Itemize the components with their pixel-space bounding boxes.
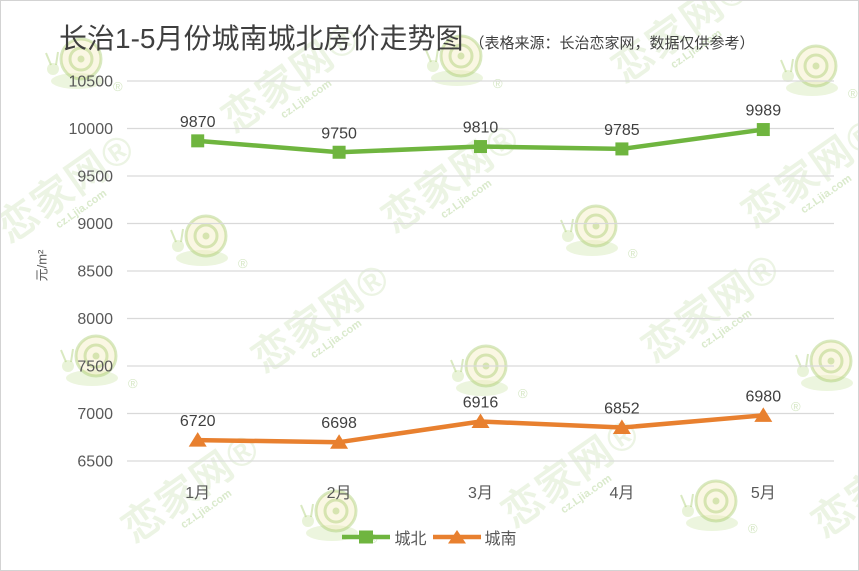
- y-tick-label: 10000: [69, 121, 114, 138]
- data-point-marker: [612, 419, 631, 435]
- data-label: 6852: [604, 401, 640, 418]
- x-tick-label: 2月: [327, 485, 352, 502]
- y-axis-title: 元/m²: [34, 249, 50, 282]
- data-label: 6720: [180, 413, 216, 430]
- data-label: 9989: [746, 103, 782, 120]
- data-label: 6980: [746, 388, 782, 405]
- data-label: 6916: [463, 394, 499, 411]
- y-tick-label: 9500: [77, 169, 113, 186]
- x-tick-label: 3月: [468, 485, 493, 502]
- data-label: 9810: [463, 120, 499, 137]
- x-tick-label: 1月: [185, 485, 210, 502]
- y-tick-label: 10500: [69, 74, 114, 91]
- legend-item: 城南: [432, 525, 517, 549]
- legend-label: 城南: [484, 531, 517, 548]
- y-tick-label: 6500: [77, 454, 113, 471]
- chart-subtitle: （表格来源：长治恋家网，数据仅供参考）: [469, 35, 755, 52]
- legend-label: 城北: [394, 531, 427, 548]
- y-tick-label: 8500: [77, 264, 113, 281]
- data-label: 9870: [180, 114, 216, 131]
- y-tick-label: 9000: [77, 216, 113, 233]
- y-tick-label: 7000: [77, 406, 113, 423]
- y-tick-label: 8000: [77, 311, 113, 328]
- data-point-marker: [330, 434, 349, 449]
- legend-item: 城北: [342, 525, 427, 549]
- data-label: 9750: [321, 125, 357, 142]
- data-point-marker: [474, 140, 487, 154]
- data-point-marker: [188, 432, 207, 447]
- x-tick-label: 4月: [609, 485, 634, 502]
- chart-title: 长治1-5月份城南城北房价走势图: [59, 23, 464, 54]
- legend-marker-shape: [447, 530, 466, 544]
- legend: 城北 城南: [1, 525, 858, 549]
- data-point-marker: [471, 413, 490, 428]
- data-point-marker: [754, 407, 773, 422]
- data-point-marker: [756, 123, 770, 137]
- data-label: 6698: [321, 415, 357, 432]
- title-row: 长治1-5月份城南城北房价走势图 （表格来源：长治恋家网，数据仅供参考）: [59, 17, 838, 57]
- data-point-marker: [615, 142, 629, 156]
- data-label: 9785: [604, 122, 640, 139]
- legend-square-marker-icon: [342, 530, 391, 544]
- legend-marker-shape: [359, 530, 374, 544]
- data-point-marker: [332, 145, 346, 159]
- x-tick-label: 5月: [751, 485, 776, 502]
- y-tick-label: 7500: [77, 359, 113, 376]
- legend-triangle-marker-icon: [432, 530, 481, 544]
- data-point-marker: [191, 134, 205, 148]
